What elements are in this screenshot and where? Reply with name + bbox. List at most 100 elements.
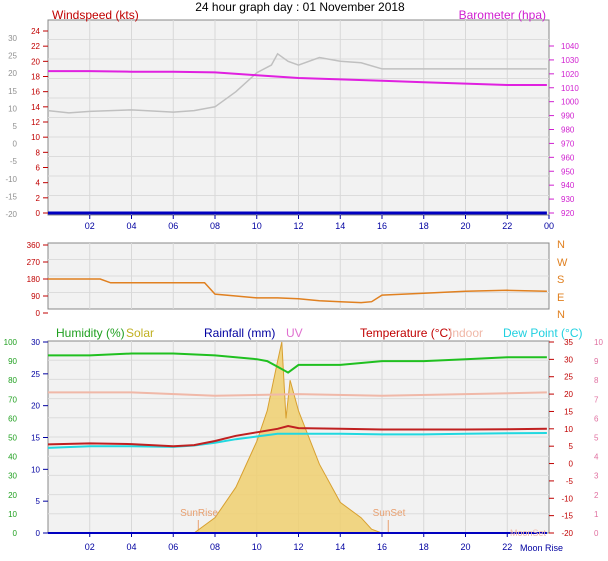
temperature-tick: -10	[561, 494, 573, 503]
x-tick-label: 22	[502, 221, 512, 231]
chart-title: 24 hour graph day : 01 November 2018	[195, 0, 405, 14]
dewpoint-line	[47, 432, 547, 449]
uv-tick: 3	[594, 472, 599, 481]
solar-label: Solar	[126, 326, 154, 340]
panel3-series	[47, 341, 547, 534]
right-tick-baro: 970	[561, 139, 575, 148]
rainfall-tick: 10	[31, 465, 40, 474]
rainfall-tick: 15	[31, 434, 40, 443]
temperature-line	[47, 424, 547, 448]
left-tick-gray: 5	[13, 122, 18, 131]
temperature-tick: 25	[564, 373, 573, 382]
humidity-tick: 0	[13, 529, 18, 538]
right-tick-baro: 1040	[561, 42, 579, 51]
right-tick-baro: 1030	[561, 56, 579, 65]
barometer-line	[48, 70, 547, 86]
left-tick-red: 22	[31, 42, 40, 51]
right-tick-baro: 960	[561, 153, 575, 162]
x-tick-label: 12	[293, 542, 303, 552]
x-tick-label: 08	[210, 221, 220, 231]
windspeed-line	[47, 52, 547, 114]
left-tick-red: 12	[31, 118, 40, 127]
left-tick-gray: -10	[5, 175, 17, 184]
humidity-tick: 80	[8, 376, 17, 385]
temperature-tick: 20	[564, 390, 573, 399]
sunset-label: SunSet	[373, 508, 406, 519]
left-tick-gray: 25	[8, 52, 17, 61]
rainfall-tick: 0	[36, 529, 41, 538]
x-tick-label: 12	[293, 221, 303, 231]
humidity-line	[48, 352, 547, 374]
uv-tick: 7	[594, 395, 599, 404]
right-tick-baro: 980	[561, 126, 575, 135]
right-tick-baro: 930	[561, 195, 575, 204]
x-tick-label: 20	[460, 542, 470, 552]
left-tick-red: 24	[31, 27, 40, 36]
x-tick-label: 18	[419, 221, 429, 231]
x-tick-label: 14	[335, 221, 345, 231]
uv-tick: 1	[594, 510, 599, 519]
rainfall-tick: 20	[31, 402, 40, 411]
humidity-tick: 20	[8, 491, 17, 500]
wind-direction-line	[48, 278, 547, 304]
x-tick-label: 10	[252, 221, 262, 231]
temperature-tick: 15	[564, 407, 573, 416]
left-tick-red: 4	[36, 179, 41, 188]
right-tick-baro: 990	[561, 112, 575, 121]
direction-tick: 90	[31, 292, 40, 301]
x-tick-label: 16	[377, 221, 387, 231]
x-tick-label: 04	[126, 221, 136, 231]
sunrise-label: SunRise	[180, 508, 218, 519]
x-tick-label: 06	[168, 542, 178, 552]
right-tick-baro: 940	[561, 181, 575, 190]
barometer-label: Barometer (hpa)	[459, 8, 546, 22]
moonset-label: MoonSet	[510, 528, 547, 538]
left-tick-red: 0	[36, 209, 41, 218]
humidity-tick: 10	[8, 510, 17, 519]
x-tick-label: 10	[252, 542, 262, 552]
humidity-tick: 40	[8, 453, 17, 462]
left-tick-gray: 10	[8, 104, 17, 113]
uv-tick: 2	[594, 491, 599, 500]
direction-tick: 0	[36, 309, 41, 318]
x-tick-label: 14	[335, 542, 345, 552]
humidity-tick: 50	[8, 434, 17, 443]
x-tick-label: 18	[419, 542, 429, 552]
x-tick-label: 04	[126, 542, 136, 552]
rainfall-label: Rainfall (mm)	[204, 326, 275, 340]
x-tick-label: 16	[377, 542, 387, 552]
dewpoint-label: Dew Point (°C)	[503, 326, 582, 340]
left-tick-red: 6	[36, 164, 41, 173]
rainfall-tick: 25	[31, 370, 40, 379]
moonrise-label: Moon Rise	[520, 543, 563, 553]
temperature-label: Temperature (°C)	[360, 326, 452, 340]
humidity-tick: 30	[8, 472, 17, 481]
uv-tick: 10	[594, 338, 603, 347]
left-tick-gray: -5	[10, 157, 18, 166]
x-tick-label: 02	[85, 221, 95, 231]
left-tick-red: 20	[31, 57, 40, 66]
humidity-label: Humidity (%)	[56, 326, 125, 340]
left-tick-gray: 15	[8, 87, 17, 96]
windspeed-label: Windspeed (kts)	[52, 8, 139, 22]
temperature-tick: 30	[564, 355, 573, 364]
compass-label: N	[557, 309, 565, 321]
rainfall-tick: 5	[36, 497, 41, 506]
compass-label: E	[557, 292, 564, 304]
left-tick-gray: -15	[5, 192, 17, 201]
x-tick-label: 02	[85, 542, 95, 552]
uv-label: UV	[286, 326, 303, 340]
uv-tick: 0	[594, 529, 599, 538]
compass-label: W	[557, 257, 568, 269]
temperature-tick: 5	[569, 442, 574, 451]
temperature-tick: 35	[564, 338, 573, 347]
right-tick-baro: 950	[561, 167, 575, 176]
rainfall-tick: 30	[31, 338, 40, 347]
left-tick-gray: 30	[8, 34, 17, 43]
compass-label: S	[557, 274, 564, 286]
temperature-tick: -20	[561, 529, 573, 538]
left-tick-red: 16	[31, 88, 40, 97]
panel2-series	[48, 278, 547, 304]
temperature-tick: 0	[569, 460, 574, 469]
